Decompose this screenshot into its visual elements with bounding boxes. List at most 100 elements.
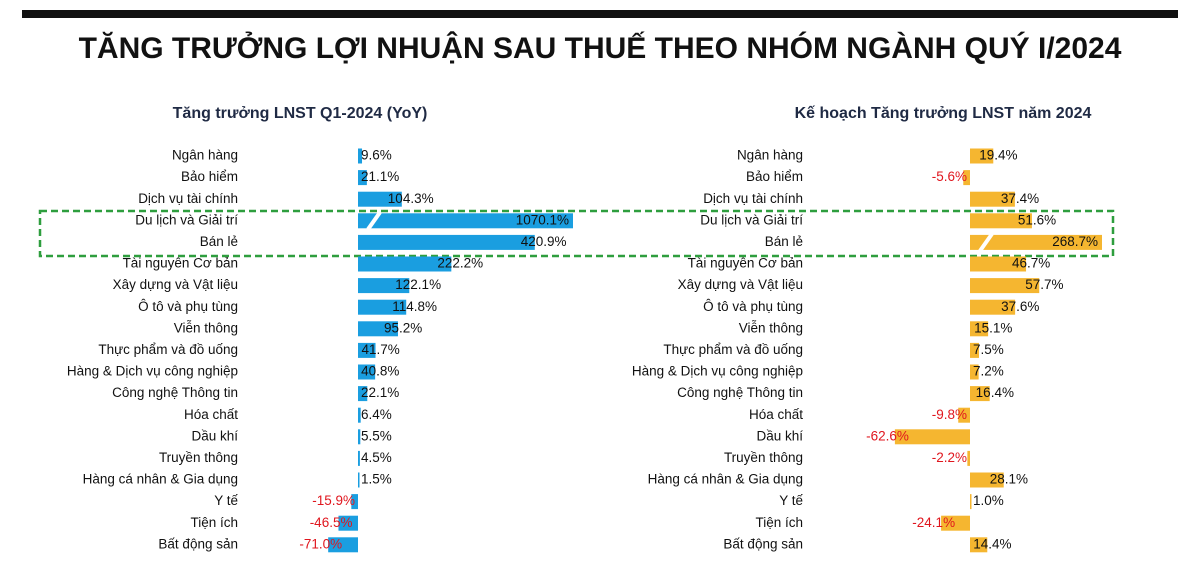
bar: [967, 450, 970, 466]
category-label: Tiện ích: [755, 515, 803, 530]
category-label: Bất động sản: [723, 536, 803, 551]
value-label: 420.9%: [521, 234, 567, 249]
bar: [358, 342, 376, 358]
bar: [338, 515, 358, 531]
bar: [970, 494, 972, 510]
category-label: Hàng & Dịch vụ công nghiệp: [67, 364, 238, 379]
category-label: Hóa chất: [749, 407, 803, 422]
category-label: Ngân hàng: [737, 148, 803, 163]
axis-break: [366, 211, 382, 231]
bar: [970, 364, 979, 380]
category-label: Bán lẻ: [200, 234, 238, 249]
category-label: Tiện ích: [190, 515, 238, 530]
value-label: 16.4%: [976, 385, 1014, 400]
value-label: 57.7%: [1025, 277, 1063, 292]
value-label: 22.1%: [361, 385, 399, 400]
value-label: 222.2%: [437, 256, 483, 271]
bar: [963, 170, 970, 186]
category-label: Viễn thông: [739, 320, 803, 335]
category-label: Truyền thông: [724, 450, 803, 465]
value-label: 14.4%: [973, 536, 1011, 551]
value-label: 1070.1%: [516, 212, 569, 227]
bar: [970, 148, 994, 164]
value-label: 7.2%: [973, 364, 1004, 379]
bar: [358, 170, 367, 186]
category-label: Bán lẻ: [765, 234, 803, 249]
category-label: Bất động sản: [158, 536, 238, 551]
category-label: Ô tô và phụ tùng: [138, 299, 238, 314]
category-label: Truyền thông: [159, 450, 238, 465]
bar: [970, 537, 988, 553]
category-label: Du lịch và Giải trí: [700, 212, 803, 227]
bar: [358, 364, 376, 380]
value-label: -2.2%: [932, 450, 967, 465]
category-label: Bảo hiểm: [746, 169, 803, 184]
value-label: 7.5%: [973, 342, 1004, 357]
value-label: 1.5%: [361, 472, 392, 487]
category-label: Y tế: [779, 493, 803, 508]
value-label: 15.1%: [974, 320, 1012, 335]
bar: [358, 472, 360, 488]
category-label: Dịch vụ tài chính: [138, 191, 238, 206]
value-label: -5.6%: [932, 169, 967, 184]
value-label: 4.5%: [361, 450, 392, 465]
category-label: Hàng & Dịch vụ công nghiệp: [632, 364, 803, 379]
bar: [958, 407, 970, 423]
bar: [970, 321, 989, 337]
value-label: 21.1%: [361, 169, 399, 184]
category-label: Dầu khí: [191, 428, 238, 443]
category-label: Hàng cá nhân & Gia dụng: [648, 472, 803, 487]
bar: [328, 537, 358, 553]
bar: [970, 256, 1027, 272]
bar: [358, 407, 361, 423]
bar: [970, 299, 1016, 315]
value-label: 37.4%: [1001, 191, 1039, 206]
bar: [358, 321, 398, 337]
bar: [358, 386, 368, 402]
value-label: 95.2%: [384, 320, 422, 335]
value-label: -9.8%: [932, 407, 967, 422]
category-label: Y tế: [214, 493, 238, 508]
bar: [351, 494, 358, 510]
bar: [970, 472, 1004, 488]
bar: [970, 342, 979, 358]
category-label: Du lịch và Giải trí: [135, 212, 238, 227]
category-label: Hàng cá nhân & Gia dụng: [83, 472, 238, 487]
category-label: Xây dựng và Vật liệu: [678, 277, 803, 292]
bar: [358, 429, 361, 445]
axis-break: [978, 232, 994, 253]
highlight-box: [38, 209, 1115, 258]
value-label: 28.1%: [990, 472, 1028, 487]
chart-title: Kế hoạch Tăng trưởng LNST năm 2024: [795, 105, 1092, 122]
bar: [894, 429, 970, 445]
value-label: 9.6%: [361, 148, 392, 163]
bar: [358, 256, 452, 272]
value-label: 114.8%: [392, 299, 437, 314]
bar: [970, 234, 1102, 250]
bar: [941, 515, 970, 531]
value-label: 46.7%: [1012, 256, 1050, 271]
category-label: Viễn thông: [174, 320, 238, 335]
category-label: Tài nguyên Cơ bản: [123, 256, 238, 271]
category-label: Bảo hiểm: [181, 169, 238, 184]
category-label: Công nghệ Thông tin: [112, 385, 238, 400]
value-label: -62.6%: [866, 428, 909, 443]
value-label: 37.6%: [1001, 299, 1039, 314]
bar: [970, 278, 1040, 294]
category-label: Thực phẩm và đồ uống: [98, 342, 238, 357]
top-rule: [22, 10, 1178, 18]
bar: [970, 213, 1032, 229]
bar: [970, 191, 1015, 207]
value-label: -46.5%: [310, 515, 353, 530]
bar: [358, 299, 407, 315]
bar: [358, 450, 360, 466]
category-label: Dầu khí: [756, 428, 803, 443]
chart-title: Tăng trưởng LNST Q1-2024 (YoY): [173, 105, 428, 122]
category-label: Ô tô và phụ tùng: [703, 299, 803, 314]
value-label: 104.3%: [388, 191, 434, 206]
value-label: 41.7%: [362, 342, 400, 357]
value-label: -15.9%: [312, 493, 355, 508]
bar: [358, 278, 410, 294]
category-label: Xây dựng và Vật liệu: [113, 277, 238, 292]
